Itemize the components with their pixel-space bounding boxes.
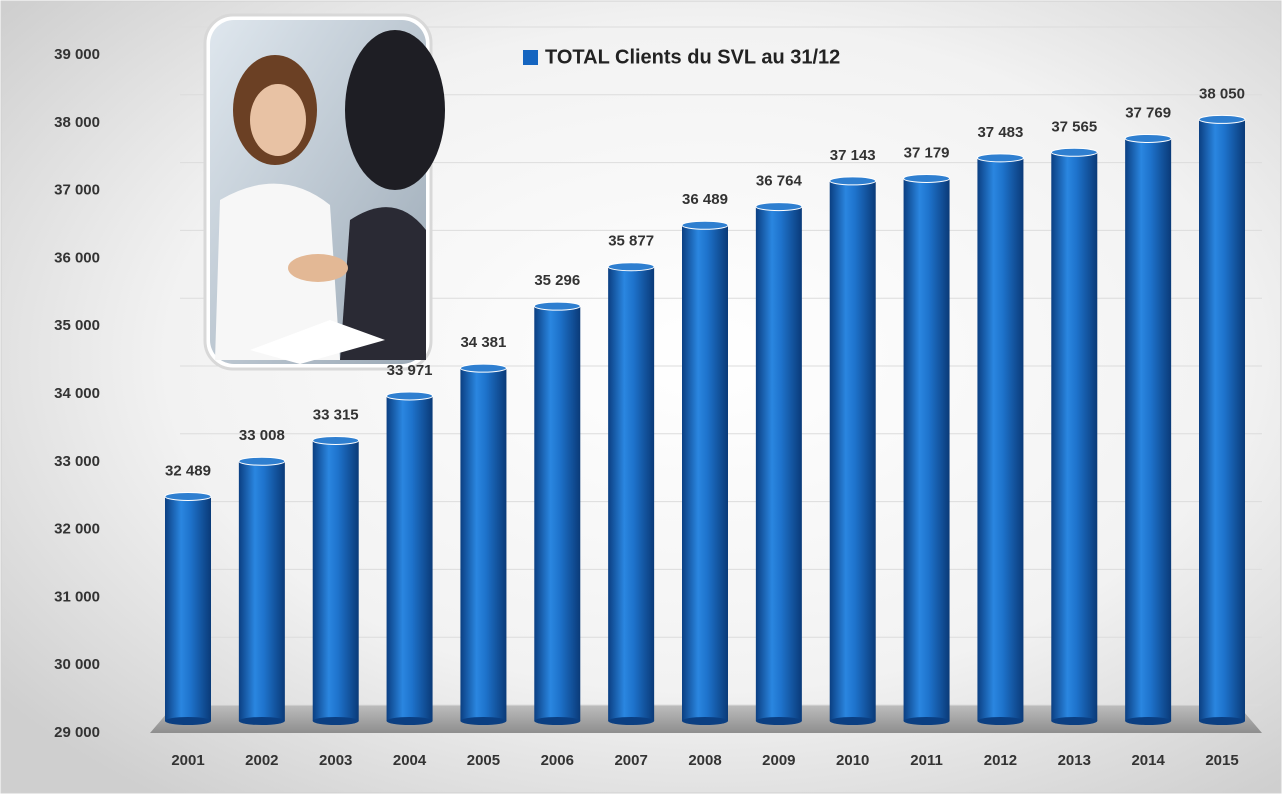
value-label: 36 764 [756, 173, 803, 190]
chart: TOTAL Clients du SVL au 31/12 29 000 30 0… [0, 0, 1282, 794]
value-label: 35 877 [608, 233, 654, 250]
y-tick-label: 36 000 [54, 249, 100, 266]
bar [830, 181, 876, 721]
y-tick-label: 35 000 [54, 317, 100, 334]
bar-base [534, 717, 580, 725]
bar-base [1125, 717, 1171, 725]
y-tick-label: 38 000 [54, 114, 100, 131]
value-label: 35 296 [534, 272, 580, 289]
photo [205, 15, 445, 369]
bar-cap [1051, 148, 1097, 156]
bar [756, 207, 802, 721]
bar-cap [165, 492, 211, 500]
y-tick-label: 34 000 [54, 385, 100, 402]
bar-base [608, 717, 654, 725]
x-tick-label: 2010 [836, 752, 869, 769]
bar-base [460, 717, 506, 725]
x-tick-label: 2004 [393, 752, 427, 769]
value-label: 33 008 [239, 427, 285, 444]
bar-cap [830, 177, 876, 185]
value-label: 38 050 [1199, 85, 1245, 102]
bar [682, 225, 728, 721]
bar-base [977, 717, 1023, 725]
x-tick-label: 2012 [984, 752, 1017, 769]
value-label: 36 489 [682, 191, 728, 208]
x-tick-label: 2011 [910, 752, 943, 769]
bar-base [165, 717, 211, 725]
bar-cap [904, 174, 950, 182]
bar-cap [977, 154, 1023, 162]
y-tick-label: 39 000 [54, 46, 100, 63]
bar [534, 306, 580, 721]
bar-cap [608, 263, 654, 271]
x-tick-label: 2006 [541, 752, 574, 769]
x-tick-label: 2002 [245, 752, 278, 769]
bar [608, 267, 654, 721]
bar-base [1051, 717, 1097, 725]
bar [1051, 152, 1097, 721]
bar-cap [1125, 134, 1171, 142]
bar-cap [1199, 115, 1245, 123]
bar-base [239, 717, 285, 725]
bar-cap [313, 436, 359, 444]
x-tick-label: 2014 [1131, 752, 1165, 769]
x-tick-label: 2005 [467, 752, 500, 769]
bar-cap [756, 203, 802, 211]
x-tick-label: 2008 [688, 752, 721, 769]
bar-base [756, 717, 802, 725]
value-label: 37 769 [1125, 104, 1171, 121]
value-label: 37 565 [1051, 118, 1097, 135]
y-tick-label: 31 000 [54, 588, 100, 605]
y-tick-label: 37 000 [54, 182, 100, 199]
bar-cap [460, 364, 506, 372]
bar [460, 368, 506, 721]
y-tick-label: 32 000 [54, 521, 100, 538]
bar-cap [534, 302, 580, 310]
value-label: 32 489 [165, 462, 211, 479]
bar [1125, 138, 1171, 721]
legend-swatch [523, 50, 538, 65]
bar [165, 496, 211, 721]
bar-cap [682, 221, 728, 229]
x-tick-label: 2001 [171, 752, 204, 769]
x-tick-label: 2015 [1205, 752, 1238, 769]
bar-cap [387, 392, 433, 400]
x-tick-label: 2007 [614, 752, 647, 769]
value-label: 33 315 [313, 406, 359, 423]
x-tick-label: 2003 [319, 752, 352, 769]
bar [239, 461, 285, 721]
bar-base [904, 717, 950, 725]
bar [977, 158, 1023, 721]
value-label: 37 143 [830, 147, 876, 164]
bar [313, 440, 359, 721]
value-label: 34 381 [460, 334, 506, 351]
bar-base [682, 717, 728, 725]
value-label: 37 179 [904, 144, 950, 161]
bar [387, 396, 433, 721]
x-tick-label: 2013 [1058, 752, 1091, 769]
bar-base [830, 717, 876, 725]
y-tick-label: 30 000 [54, 656, 100, 673]
x-tick-label: 2009 [762, 752, 795, 769]
bar-cap [239, 457, 285, 465]
bar-base [1199, 717, 1245, 725]
bar-base [387, 717, 433, 725]
y-tick-label: 33 000 [54, 453, 100, 470]
bar [1199, 119, 1245, 721]
bar [904, 178, 950, 721]
y-tick-label: 29 000 [54, 724, 100, 741]
value-label: 37 483 [977, 124, 1023, 141]
bar-base [313, 717, 359, 725]
value-label: 33 971 [387, 362, 433, 379]
legend-label: TOTAL Clients du SVL au 31/12 [545, 46, 840, 68]
